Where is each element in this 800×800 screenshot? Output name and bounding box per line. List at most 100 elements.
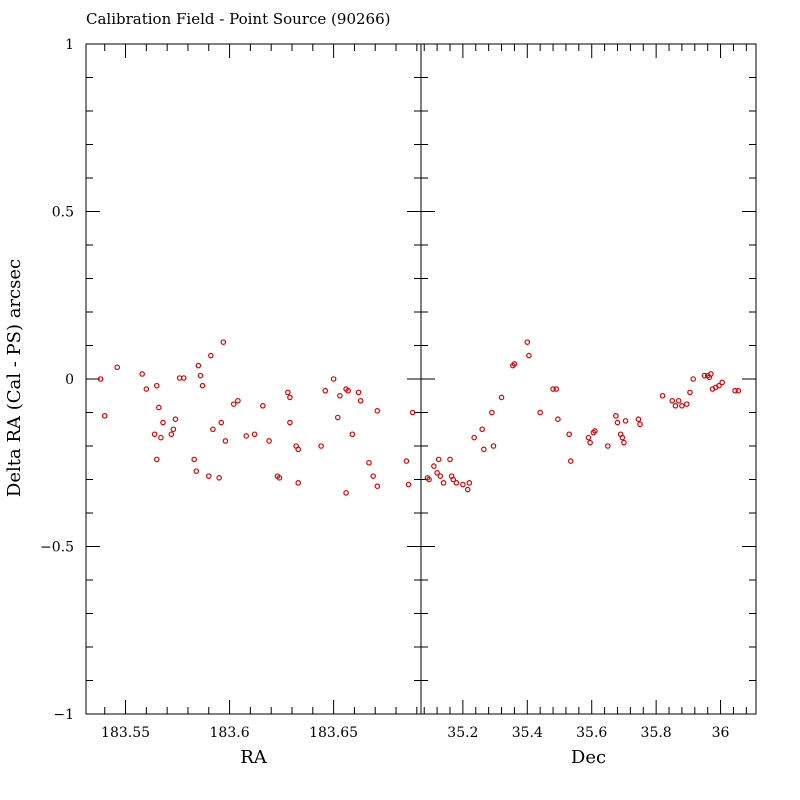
data-point: [405, 481, 412, 488]
x-axis-label: RA: [240, 747, 268, 768]
data-point: [222, 438, 229, 444]
data-point: [479, 426, 486, 433]
data-point: [440, 480, 447, 486]
data-point: [349, 431, 356, 438]
x-tick-label: 183.55: [101, 725, 150, 741]
data-point: [735, 387, 742, 394]
data-point: [218, 419, 225, 426]
data-point: [466, 480, 473, 486]
data-point: [172, 416, 179, 423]
data-point: [489, 409, 495, 416]
data-point: [345, 387, 351, 394]
y-axis-label: Delta RA (Cal - PS) arcsec: [4, 259, 25, 497]
data-point: [490, 443, 497, 449]
data-point: [322, 387, 329, 394]
data-point: [659, 392, 666, 399]
data-point: [566, 431, 572, 438]
data-point: [719, 379, 725, 386]
data-point: [343, 490, 349, 496]
data-point: [101, 413, 108, 419]
data-point: [153, 456, 160, 463]
dec-panel: 35.2 35.4 35.6 35.8 36 Dec: [420, 43, 757, 768]
data-point: [701, 372, 708, 379]
data-point: [434, 469, 440, 476]
data-point: [97, 376, 104, 382]
data-point: [193, 468, 200, 474]
x-tick-label: 35.6: [576, 725, 607, 741]
data-point: [235, 397, 241, 404]
data-point: [621, 439, 627, 446]
y-tick-label: 1: [65, 37, 74, 53]
data-point: [426, 476, 432, 483]
data-point: [622, 418, 629, 424]
data-point: [220, 339, 227, 345]
data-point: [337, 392, 343, 399]
data-point: [156, 404, 162, 411]
data-point: [197, 372, 204, 379]
y-tick-label: −0.5: [40, 540, 74, 556]
data-point: [498, 394, 505, 401]
data-point: [334, 414, 341, 421]
data-point: [168, 431, 175, 438]
ra-panel: 183.55 183.6 183.65 RA: [85, 43, 422, 768]
data-point: [637, 421, 643, 428]
data-point: [716, 382, 722, 389]
data-point: [555, 416, 561, 423]
data-point: [431, 463, 437, 469]
data-point: [526, 352, 532, 359]
panel-frame: [420, 43, 757, 715]
data-point: [675, 397, 682, 404]
data-point: [285, 389, 291, 396]
data-point: [170, 426, 177, 433]
x-tick-label: 35.8: [641, 725, 672, 741]
y-tick-label: 0.5: [52, 205, 74, 221]
x-axis-label: Dec: [571, 747, 606, 768]
data-point: [230, 401, 237, 407]
data-point: [669, 397, 676, 404]
data-point: [635, 416, 642, 423]
data-point: [208, 352, 214, 359]
data-point: [210, 426, 216, 433]
data-point: [199, 382, 206, 389]
data-point: [679, 402, 685, 409]
data-point: [153, 382, 160, 389]
plot-panels: 183.55 183.6 183.65 RA 35.2 35.4 35.6 35.8 36 Dec…: [40, 37, 757, 768]
data-point: [180, 375, 187, 381]
data-point: [687, 389, 693, 396]
data-point: [524, 339, 531, 345]
data-point: [370, 473, 376, 479]
data-point: [460, 481, 466, 488]
data-point: [585, 434, 592, 441]
data-point: [435, 456, 442, 463]
data-point: [447, 456, 453, 463]
data-point: [537, 409, 543, 416]
data-point: [366, 459, 372, 466]
data-point: [251, 431, 258, 438]
data-point: [266, 438, 272, 444]
chart-title: Calibration Field - Point Source (90266): [86, 10, 390, 28]
data-point: [403, 458, 410, 464]
data-point: [357, 397, 364, 404]
data-point: [592, 428, 598, 434]
data-point: [690, 376, 696, 382]
data-point: [464, 486, 471, 493]
data-point: [614, 419, 621, 426]
data-point: [374, 408, 381, 414]
data-point: [708, 371, 714, 377]
data-point: [195, 362, 202, 369]
data-point: [160, 419, 166, 426]
data-point: [553, 386, 560, 392]
data-point: [295, 446, 302, 453]
data-point: [287, 419, 293, 426]
data-point: [143, 386, 150, 392]
data-point: [481, 446, 487, 453]
data-point: [158, 434, 164, 441]
data-point: [287, 394, 293, 401]
data-point: [139, 371, 145, 377]
x-tick-label: 35.4: [512, 725, 543, 741]
data-point: [437, 473, 444, 479]
data-point: [243, 433, 250, 439]
data-point: [205, 473, 212, 479]
data-point: [114, 364, 121, 371]
